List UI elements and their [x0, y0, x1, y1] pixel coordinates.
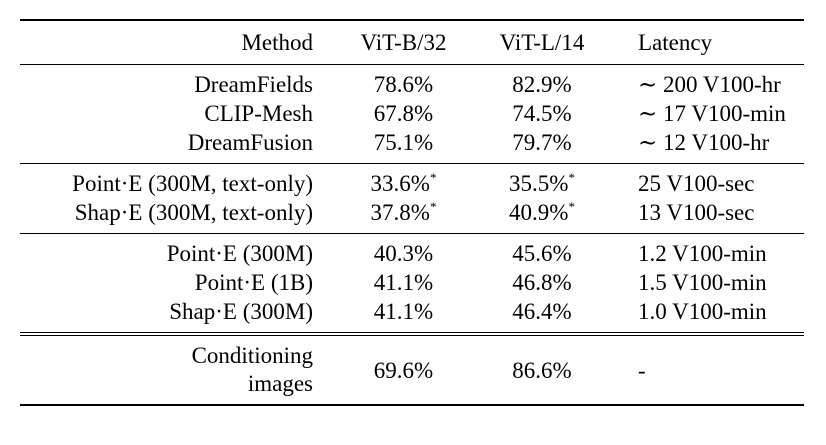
- method-cell: Point·E (300M, text-only): [72, 171, 313, 196]
- latency-cell: ∼ 17 V100-min: [638, 101, 786, 126]
- table-row: Point·E (300M) 40.3% 45.6% 1.2 V100-min: [20, 233, 804, 269]
- method-cell: DreamFields: [194, 72, 313, 97]
- vitb32-cell: 37.8%*: [313, 198, 484, 234]
- latency-cell: 13 V100-sec: [638, 200, 755, 225]
- method-cell: Point·E (1B): [194, 270, 313, 295]
- vitb32-cell: 67.8%: [373, 101, 434, 126]
- results-table: Method ViT-B/32 ViT-L/14 Latency DreamFi…: [20, 19, 804, 406]
- vitl14-cell: 46.4%: [512, 299, 572, 324]
- table-row: Point·E (1B) 41.1% 46.8% 1.5 V100-min: [20, 268, 804, 297]
- vitb32-cell: 69.6%: [373, 357, 434, 383]
- table-row: Shap·E (300M) 41.1% 46.4% 1.0 V100-min: [20, 297, 804, 334]
- vitb32-cell: 41.1%: [373, 270, 434, 295]
- vitl14-cell: 40.9%*: [484, 198, 600, 234]
- vitl14-cell: 45.6%: [512, 241, 572, 266]
- table-row: CLIP-Mesh 67.8% 74.5% ∼ 17 V100-min: [20, 99, 804, 128]
- header-latency: Latency: [638, 30, 713, 55]
- vitb32-cell: 75.1%: [373, 130, 434, 155]
- method-cell: Shap·E (300M): [169, 299, 313, 324]
- vitl14-cell: 46.8%: [512, 270, 572, 295]
- vitl14-cell: 82.9%: [512, 72, 572, 97]
- method-line-1: Conditioning: [191, 343, 313, 368]
- vitl14-value: 35.5%: [509, 171, 569, 196]
- method-cell: Shap·E (300M, text-only): [74, 200, 313, 225]
- table-row: Shap·E (300M, text-only) 37.8%* 40.9%* 1…: [20, 198, 804, 234]
- vitb32-value: 37.8%: [370, 200, 430, 225]
- latency-cell: ∼ 200 V100-hr: [638, 72, 781, 97]
- vitl14-value: 40.9%: [509, 200, 569, 225]
- header-vitl14: ViT-L/14: [499, 30, 585, 55]
- method-cell: DreamFusion: [187, 130, 313, 155]
- conditioning-row: Conditioning images 69.6% 86.6% -: [20, 334, 804, 405]
- latency-cell: 25 V100-sec: [638, 171, 755, 196]
- latency-cell: 1.0 V100-min: [638, 299, 767, 324]
- asterisk-mark: *: [429, 170, 437, 185]
- latency-cell: ∼ 12 V100-hr: [638, 130, 770, 155]
- method-cell: Conditioning images: [20, 334, 313, 405]
- vitb32-cell: 40.3%: [373, 241, 434, 266]
- table-row: DreamFields 78.6% 82.9% ∼ 200 V100-hr: [20, 64, 804, 100]
- asterisk-mark: *: [568, 199, 575, 214]
- table-row: Point·E (300M, text-only) 33.6%* 35.5%* …: [20, 163, 804, 199]
- table-row: DreamFusion 75.1% 79.7% ∼ 12 V100-hr: [20, 128, 804, 164]
- vitb32-cell: 41.1%: [373, 299, 434, 324]
- header-vitb32: ViT-B/32: [360, 30, 447, 55]
- results-table-container: Method ViT-B/32 ViT-L/14 Latency DreamFi…: [20, 19, 804, 406]
- header-method: Method: [241, 30, 313, 55]
- vitb32-value: 33.6%: [370, 171, 430, 196]
- vitb32-cell: 78.6%: [373, 72, 434, 97]
- asterisk-mark: *: [568, 170, 575, 185]
- header-row: Method ViT-B/32 ViT-L/14 Latency: [20, 20, 804, 65]
- latency-cell: 1.2 V100-min: [638, 241, 767, 266]
- vitl14-cell: 86.6%: [512, 357, 572, 383]
- method-line-2: images: [247, 371, 313, 396]
- vitl14-cell: 74.5%: [512, 101, 572, 126]
- method-cell: Point·E (300M): [166, 241, 313, 266]
- vitl14-cell: 79.7%: [512, 130, 572, 155]
- latency-cell: 1.5 V100-min: [638, 270, 767, 295]
- latency-cell: -: [638, 357, 646, 383]
- vitl14-cell: 35.5%*: [484, 164, 600, 199]
- method-cell: CLIP-Mesh: [204, 101, 313, 126]
- vitb32-cell: 33.6%*: [313, 164, 484, 199]
- asterisk-mark: *: [429, 199, 437, 214]
